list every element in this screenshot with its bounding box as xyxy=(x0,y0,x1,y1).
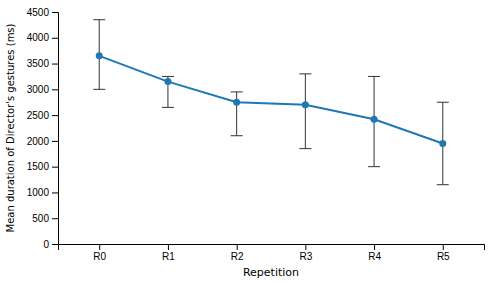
y-tick-label: 3500 xyxy=(27,58,50,69)
x-tick-label: R2 xyxy=(231,251,244,262)
error-bars xyxy=(93,20,449,185)
y-tick-label: 2500 xyxy=(27,110,50,121)
y-tick-label: 2000 xyxy=(27,136,50,147)
point xyxy=(302,101,309,108)
y-tick-label: 500 xyxy=(32,213,49,224)
y-tick-mark xyxy=(52,64,58,65)
x-tick: R4 xyxy=(368,244,381,262)
y-tick: 1500 xyxy=(27,161,58,172)
error-cap-lower xyxy=(368,166,380,167)
y-tick-mark xyxy=(52,141,58,142)
x-axis: R0 R1 R2 R3 R4 R5 xyxy=(59,244,485,262)
x-tick-label: R0 xyxy=(93,251,106,262)
error-cap-lower xyxy=(299,148,311,149)
error-cap-upper xyxy=(299,73,311,74)
point xyxy=(371,116,378,123)
x-tick: R0 xyxy=(93,244,106,262)
y-tick: 2000 xyxy=(27,136,58,147)
y-tick-mark xyxy=(52,38,58,39)
point xyxy=(96,52,103,59)
y-tick: 500 xyxy=(32,213,58,224)
point xyxy=(233,99,240,106)
x-tick: R3 xyxy=(299,244,312,262)
y-axis-line xyxy=(52,13,59,245)
x-tick-label: R4 xyxy=(368,251,381,262)
x-tick-label: R1 xyxy=(162,251,175,262)
y-axis: 0 500 1000 1500 2000 2500 3000 3500 4000 4500 xyxy=(27,7,59,250)
error-bar xyxy=(305,74,306,149)
x-tick-mark xyxy=(237,244,238,250)
y-tick-mark xyxy=(52,89,58,90)
x-tick-mark xyxy=(168,244,169,250)
x-tick-mark xyxy=(99,244,100,250)
y-tick: 0 xyxy=(43,239,58,250)
y-tick: 1000 xyxy=(27,187,58,198)
error-cap-lower xyxy=(231,135,243,136)
y-tick-label: 4000 xyxy=(27,32,50,43)
y-tick: 3000 xyxy=(27,84,58,95)
x-tick: R2 xyxy=(231,244,244,262)
y-tick-mark xyxy=(52,192,58,193)
y-tick-label: 0 xyxy=(43,239,49,250)
y-tick-label: 1500 xyxy=(27,161,50,172)
y-tick: 4000 xyxy=(27,32,58,43)
y-tick: 3500 xyxy=(27,58,58,69)
error-cap-lower xyxy=(93,89,105,90)
y-tick-label: 3000 xyxy=(27,84,50,95)
error-cap-upper xyxy=(368,76,380,77)
x-tick-mark xyxy=(374,244,375,250)
x-tick-mark xyxy=(305,244,306,250)
plot: R0 R1 R2 R3 R4 R5 0 500 1000 1500 2000 2500 3000 3500… xyxy=(27,7,485,262)
y-tick-mark xyxy=(52,12,58,13)
x-tick: R1 xyxy=(162,244,175,262)
y-tick-mark xyxy=(52,115,58,116)
x-tick-label: R3 xyxy=(299,251,312,262)
marks xyxy=(93,20,449,185)
error-cap-upper xyxy=(162,76,174,77)
x-tick: R5 xyxy=(437,244,450,262)
error-bar xyxy=(236,92,237,136)
y-tick-mark xyxy=(52,167,58,168)
x-axis-title: Repetition xyxy=(243,266,299,279)
error-cap-lower xyxy=(162,107,174,108)
x-axis-line xyxy=(59,245,485,251)
error-cap-lower xyxy=(437,184,449,185)
y-tick-mark xyxy=(52,244,58,245)
y-tick-label: 4500 xyxy=(27,7,50,18)
point xyxy=(439,140,446,147)
chart: R0 R1 R2 R3 R4 R5 0 500 1000 1500 2000 2500 3000 3500… xyxy=(0,0,500,284)
y-tick-label: 1000 xyxy=(27,187,50,198)
y-tick: 4500 xyxy=(27,7,58,18)
x-tick-label: R5 xyxy=(437,251,450,262)
error-cap-upper xyxy=(231,91,243,92)
error-cap-upper xyxy=(437,102,449,103)
error-cap-upper xyxy=(93,19,105,20)
y-axis-title: Mean duration of Director's gestures (ms… xyxy=(5,23,16,232)
point xyxy=(164,78,171,85)
x-tick-mark xyxy=(443,244,444,250)
y-tick: 2500 xyxy=(27,110,58,121)
line xyxy=(99,56,443,144)
markers xyxy=(96,52,447,147)
y-tick-mark xyxy=(52,218,58,219)
